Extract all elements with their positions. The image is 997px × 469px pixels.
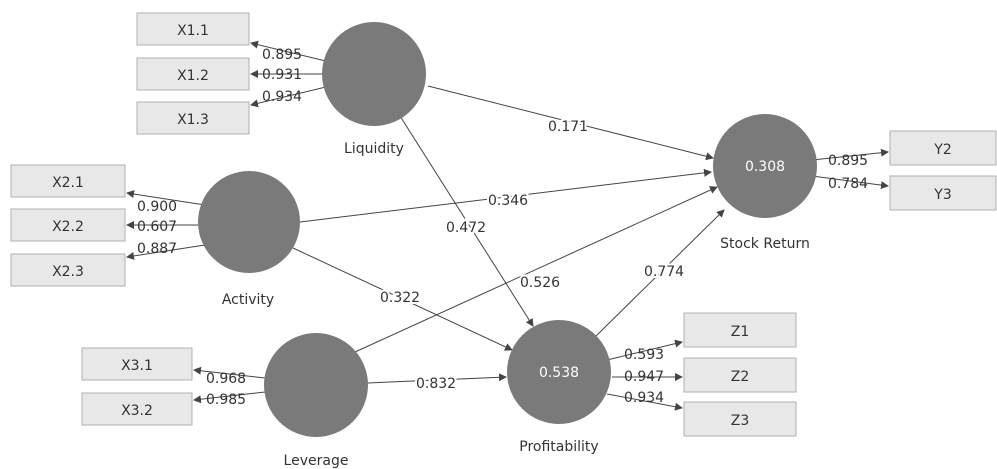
indicator-z1: Z1 bbox=[683, 312, 797, 348]
indicator-label: X2.2 bbox=[52, 219, 84, 235]
path-leverage-profitability bbox=[367, 373, 507, 384]
construct-label: Liquidity bbox=[344, 141, 404, 157]
indicator-x3-1: X3.1 bbox=[81, 347, 193, 381]
loading-value-x1-1: 0.895 bbox=[262, 47, 302, 63]
loading-value-x2-3: 0.887 bbox=[137, 241, 177, 257]
r-squared-value: 0.538 bbox=[539, 365, 579, 381]
indicator-label: X1.1 bbox=[177, 23, 209, 39]
path-profitability-stock-return bbox=[595, 209, 725, 337]
indicator-x1-3: X1.3 bbox=[136, 101, 250, 135]
path-value-leverage-stock-return: 0.526 bbox=[520, 275, 560, 291]
path-liquidity-profitability bbox=[399, 115, 534, 327]
loading-arrow-x1-3 bbox=[250, 85, 331, 108]
indicator-y3: Y3 bbox=[889, 175, 997, 211]
loading-arrow-y3 bbox=[811, 175, 889, 190]
loading-value-x1-2: 0.931 bbox=[262, 67, 302, 83]
indicator-label: X3.2 bbox=[121, 403, 153, 419]
loading-value-x3-1: 0.968 bbox=[206, 371, 246, 387]
path-liquidity-stock-return bbox=[427, 85, 714, 161]
construct-liquidity: Liquidity bbox=[322, 22, 426, 157]
indicator-x2-2: X2.2 bbox=[10, 208, 126, 242]
loading-value-z2: 0.947 bbox=[624, 369, 664, 385]
indicator-label: X3.1 bbox=[121, 358, 153, 374]
indicator-label: Y2 bbox=[933, 142, 951, 158]
loading-value-z1: 0.593 bbox=[624, 347, 664, 363]
loading-arrow-z3 bbox=[606, 393, 683, 411]
loading-coefficients: 0.895 0.931 0.934 0.900 0.607 0.887 0.96… bbox=[137, 47, 868, 408]
indicator-label: X1.3 bbox=[177, 112, 209, 128]
loading-arrow-z1 bbox=[606, 339, 683, 361]
loading-value-z3: 0.934 bbox=[624, 390, 664, 406]
path-value-liquidity-profitability: 0.472 bbox=[446, 220, 486, 236]
indicator-label: X2.3 bbox=[52, 264, 84, 280]
loading-value-x2-2: 0.607 bbox=[137, 219, 177, 235]
loading-arrow-x3-1 bbox=[193, 366, 266, 379]
loading-arrow-x2-3 bbox=[126, 244, 206, 260]
construct-label: Activity bbox=[222, 292, 274, 308]
loading-arrows bbox=[126, 40, 889, 411]
indicator-x3-2: X3.2 bbox=[81, 392, 193, 426]
loading-arrow-x2-1 bbox=[126, 190, 206, 206]
loading-value-x2-1: 0.900 bbox=[137, 199, 177, 215]
path-arrows bbox=[292, 85, 725, 384]
loading-value-y2: 0.895 bbox=[828, 153, 868, 169]
loading-value-x1-3: 0.934 bbox=[262, 89, 302, 105]
indicator-label: Z2 bbox=[731, 369, 750, 385]
path-value-activity-profitability: 0.322 bbox=[380, 290, 420, 306]
construct-label: Profitability bbox=[519, 439, 598, 455]
path-value-profitability-stock-return: 0.774 bbox=[644, 264, 684, 280]
indicator-z2: Z2 bbox=[683, 357, 797, 393]
indicator-y2: Y2 bbox=[889, 130, 997, 166]
indicator-x2-1: X2.1 bbox=[10, 164, 126, 198]
loading-value-y3: 0.784 bbox=[828, 176, 868, 192]
indicator-x2-3: X2.3 bbox=[10, 253, 126, 287]
indicator-label: X2.1 bbox=[52, 175, 84, 191]
construct-profitability: 0.538 Profitability bbox=[507, 320, 611, 455]
loading-arrow-y2 bbox=[811, 148, 889, 161]
indicator-label: X1.2 bbox=[177, 68, 209, 84]
construct-label: Stock Return bbox=[720, 236, 810, 252]
loading-value-x3-2: 0.985 bbox=[206, 392, 246, 408]
loading-arrow-x3-2 bbox=[193, 391, 266, 404]
indicator-z3: Z3 bbox=[683, 401, 797, 437]
indicator-label: Y3 bbox=[933, 187, 951, 203]
path-activity-stock-return bbox=[299, 168, 712, 223]
construct-stock-return: 0.308 Stock Return bbox=[713, 114, 817, 252]
construct-label: Leverage bbox=[284, 453, 349, 469]
loading-arrow-x1-1 bbox=[250, 40, 331, 63]
indicator-x1-2: X1.2 bbox=[136, 57, 250, 91]
path-activity-profitability bbox=[292, 247, 513, 351]
indicator-x1-1: X1.1 bbox=[136, 12, 250, 46]
path-value-activity-stock-return: 0.346 bbox=[488, 193, 528, 209]
indicator-label: Z3 bbox=[731, 413, 750, 429]
construct-activity: Activity bbox=[198, 171, 300, 308]
r-squared-value: 0.308 bbox=[745, 159, 785, 175]
path-value-liquidity-stock-return: 0.171 bbox=[548, 119, 588, 135]
path-coefficients: 0.171 0.472 0.346 0.322 0.526 0.832 0.77… bbox=[378, 117, 686, 394]
path-leverage-stock-return bbox=[354, 186, 718, 353]
construct-leverage: Leverage bbox=[264, 333, 368, 469]
indicator-label: Z1 bbox=[731, 324, 750, 340]
path-value-leverage-profitability: 0.832 bbox=[416, 376, 456, 392]
